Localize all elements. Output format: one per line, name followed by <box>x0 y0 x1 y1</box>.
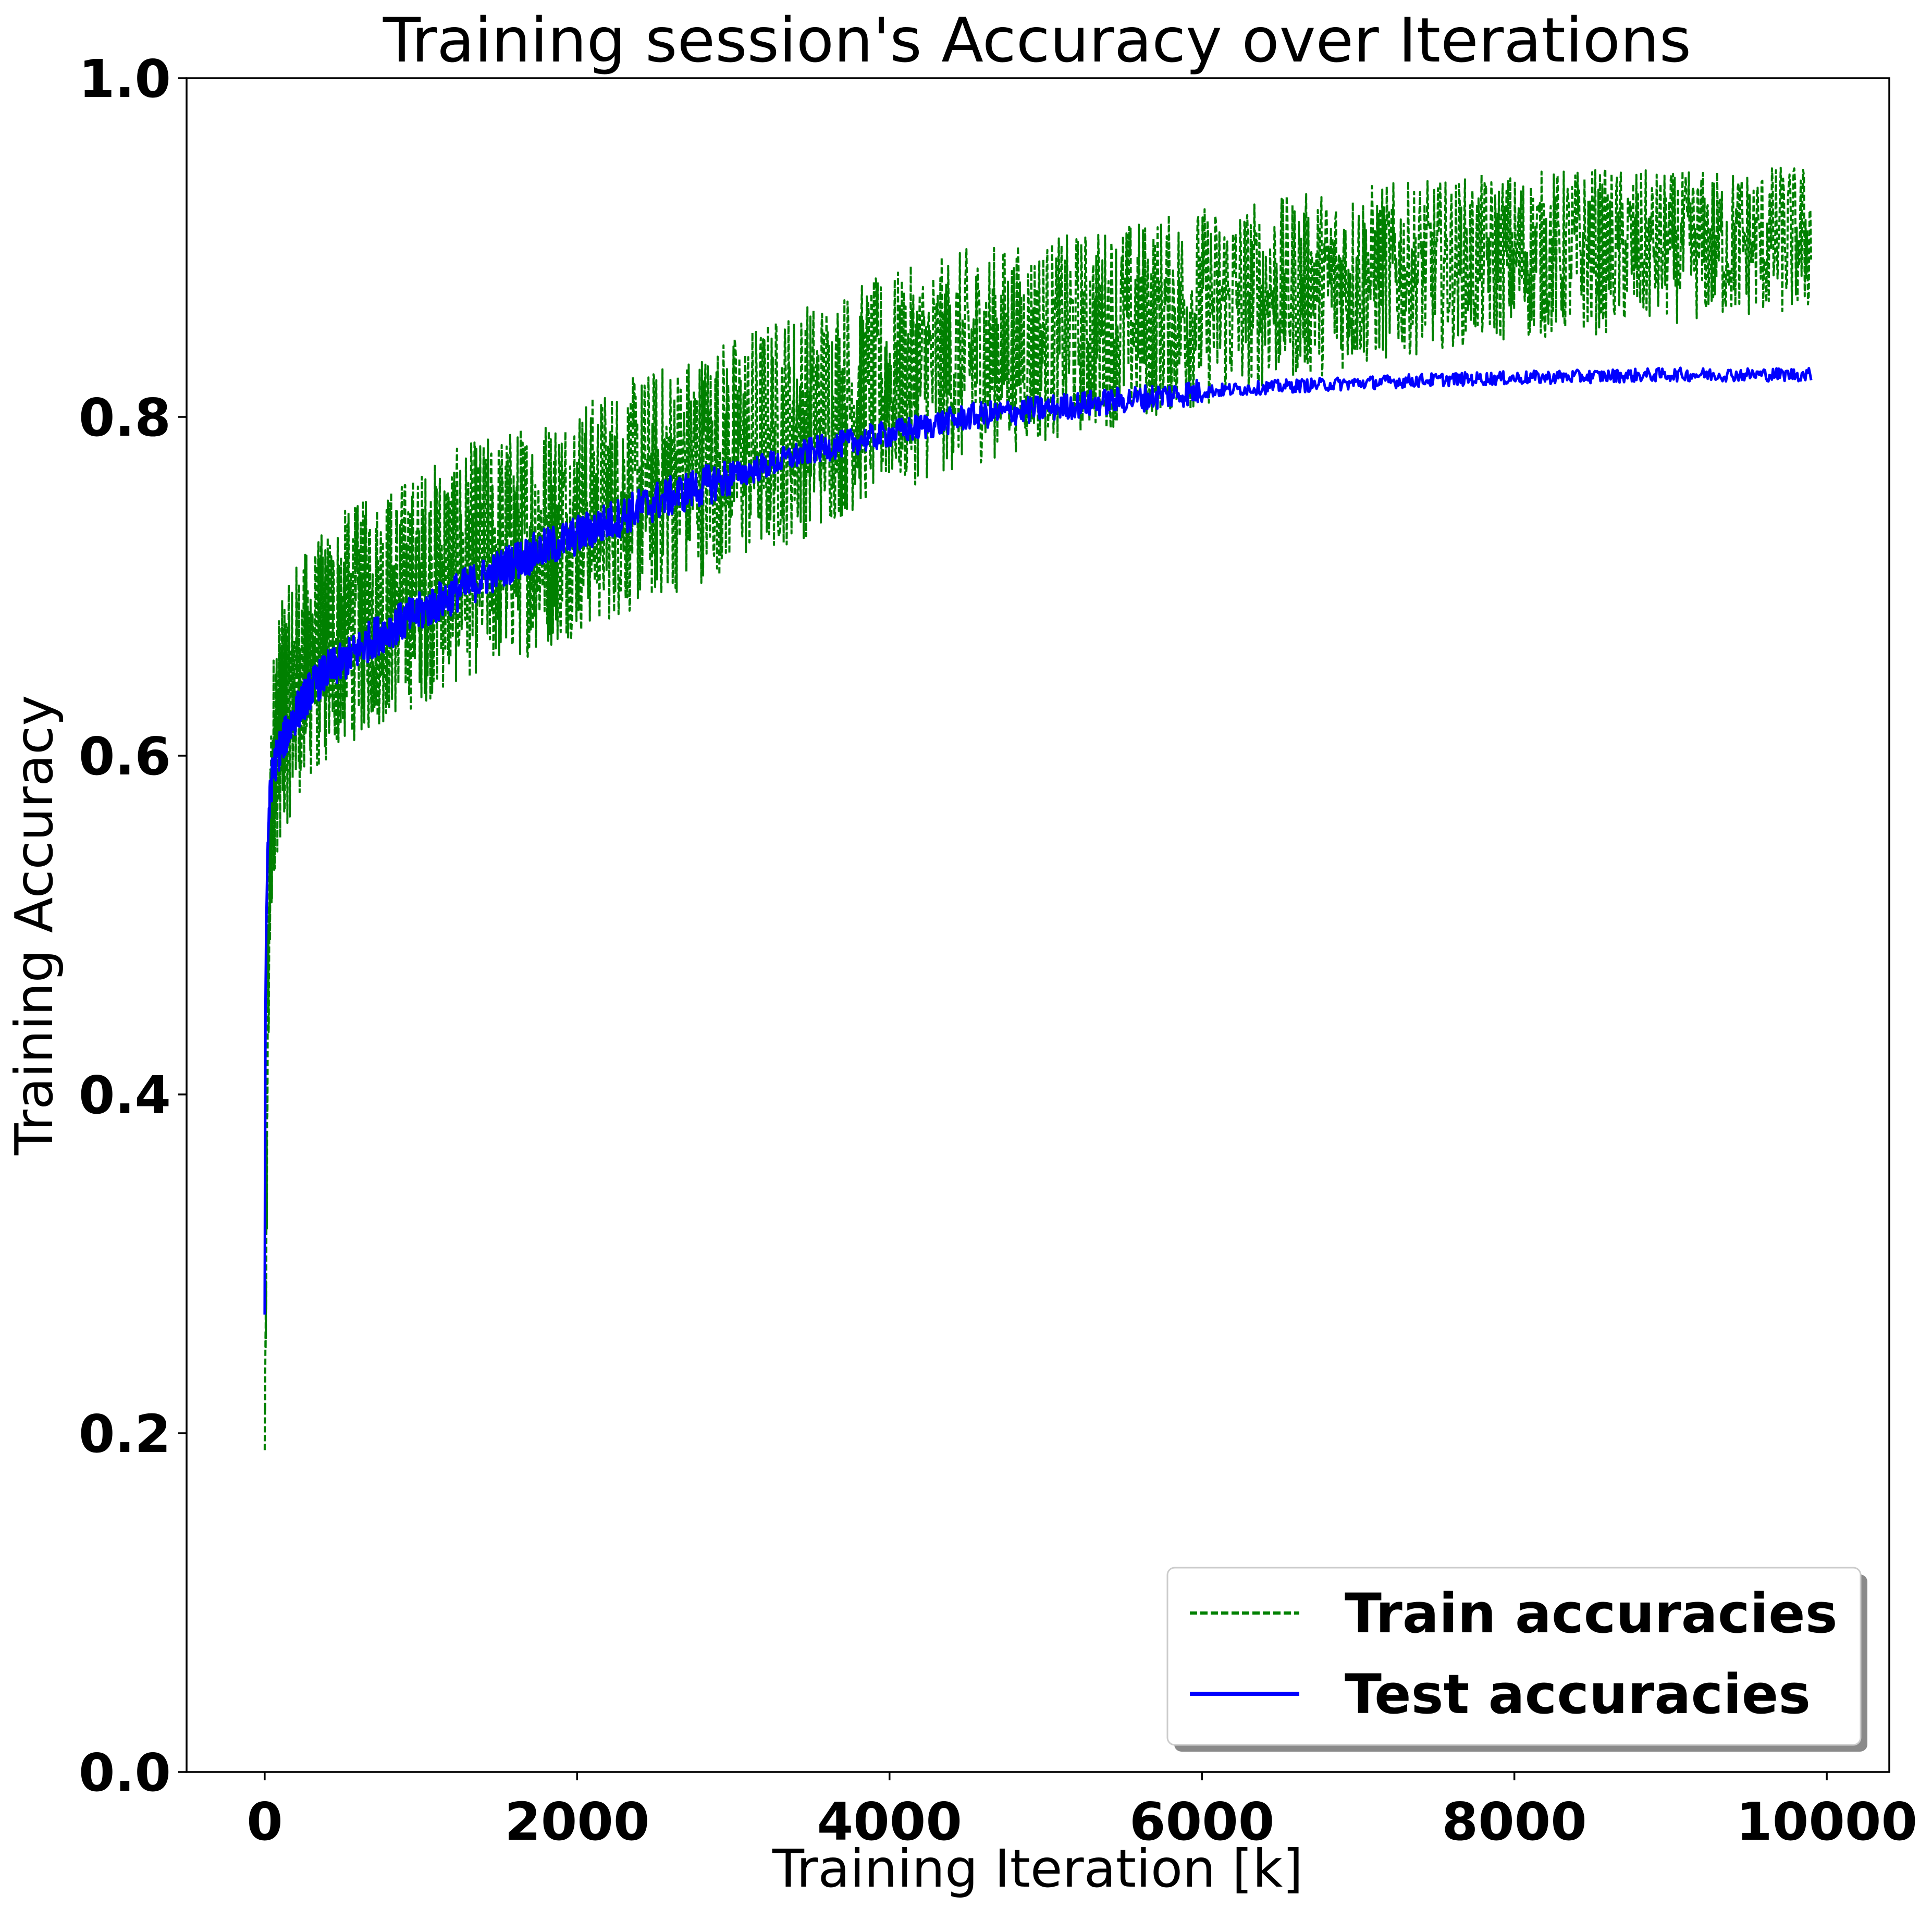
y-tick-label: 0.6 <box>79 726 171 787</box>
x-tick-label: 4000 <box>817 1791 962 1852</box>
y-tick-label: 0.0 <box>79 1742 171 1803</box>
axis-ticks: 0 2000 4000 6000 8000 10000 0.0 0.2 0.4 0.6 0.8 1.0 <box>79 48 1917 1852</box>
y-tick-label: 1.0 <box>79 48 171 109</box>
x-tick-label: 8000 <box>1442 1791 1586 1852</box>
y-tick-label: 0.4 <box>79 1065 171 1126</box>
legend-label-test: Test accuracies <box>1345 1663 1811 1726</box>
chart-title: Training session's Accuracy over Iterati… <box>383 4 1691 76</box>
x-tick-label: 2000 <box>504 1791 649 1852</box>
legend-label-train: Train accuracies <box>1345 1582 1838 1645</box>
series-line-test <box>263 366 1813 1315</box>
y-tick-label: 0.8 <box>79 387 171 448</box>
legend: Train accuracies Test accuracies <box>1166 1567 1867 1752</box>
plot-area <box>263 166 1813 1450</box>
y-tick-label: 0.2 <box>79 1404 171 1464</box>
legend-box <box>1166 1567 1862 1746</box>
series-line-train <box>263 166 1813 1450</box>
x-tick-label: 10000 <box>1736 1791 1917 1852</box>
x-axis-label: Training Iteration [k] <box>772 1838 1303 1899</box>
x-tick-label: 0 <box>247 1791 283 1852</box>
plot-frame <box>186 77 1890 1773</box>
x-tick-label: 6000 <box>1129 1791 1274 1852</box>
y-axis-label: Training Accuracy <box>4 695 65 1156</box>
